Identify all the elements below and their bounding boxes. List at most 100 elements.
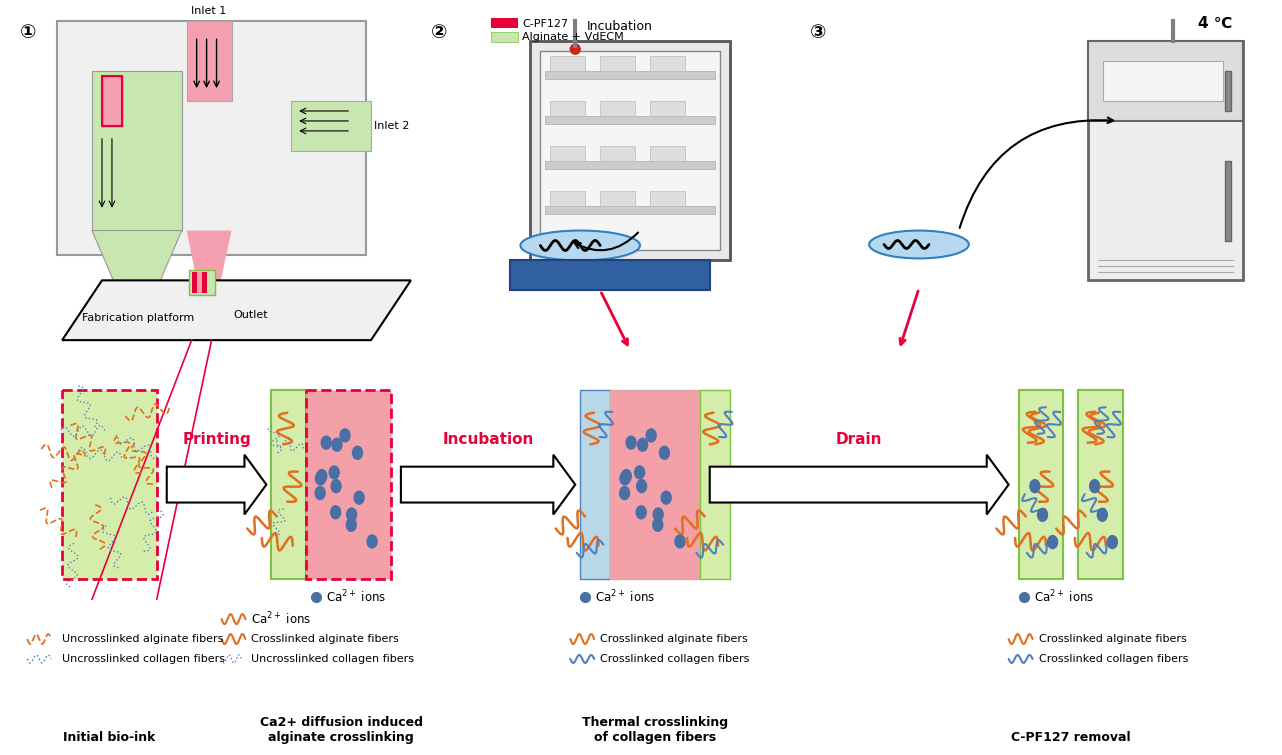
Text: Alginate + VdECM: Alginate + VdECM (523, 32, 624, 42)
Bar (510, 260, 710, 291)
Text: Outlet: Outlet (233, 310, 268, 320)
Ellipse shape (619, 486, 629, 500)
Text: Incubation: Incubation (587, 20, 653, 32)
Text: C-PF127: C-PF127 (523, 20, 568, 29)
Ellipse shape (646, 429, 656, 442)
Circle shape (570, 45, 581, 54)
Bar (188, 270, 214, 295)
Text: Fabrication platform: Fabrication platform (82, 313, 195, 323)
Bar (196, 273, 201, 293)
Ellipse shape (1097, 508, 1108, 521)
Bar (545, 161, 715, 169)
Bar (92, 71, 182, 230)
Ellipse shape (626, 436, 636, 449)
Bar (1019, 390, 1064, 579)
Ellipse shape (322, 436, 331, 449)
Bar (545, 116, 715, 124)
Ellipse shape (331, 479, 341, 492)
Bar (545, 205, 715, 214)
Text: Inlet 2: Inlet 2 (374, 121, 409, 131)
Text: Crosslinked collagen fibers: Crosslinked collagen fibers (1038, 654, 1188, 664)
Ellipse shape (315, 472, 326, 485)
Text: Drain: Drain (836, 432, 882, 447)
Text: Ca$^{2+}$ ions: Ca$^{2+}$ ions (326, 589, 386, 606)
Text: Crosslinked alginate fibers: Crosslinked alginate fibers (600, 634, 747, 644)
Bar (650, 146, 685, 161)
Bar (62, 390, 156, 579)
Text: Crosslinked alginate fibers: Crosslinked alginate fibers (251, 634, 399, 644)
FancyBboxPatch shape (58, 21, 367, 255)
Ellipse shape (636, 506, 646, 519)
Bar (306, 390, 391, 579)
Ellipse shape (869, 230, 969, 258)
Ellipse shape (329, 466, 340, 479)
Bar (291, 101, 370, 151)
Ellipse shape (332, 438, 342, 451)
Bar (550, 56, 585, 71)
Ellipse shape (654, 508, 663, 521)
Ellipse shape (637, 438, 647, 451)
Text: ②: ② (431, 23, 447, 42)
Bar (650, 56, 685, 71)
Bar (650, 191, 685, 205)
Text: Ca$^{2+}$ ions: Ca$^{2+}$ ions (1033, 589, 1094, 606)
Ellipse shape (637, 479, 646, 492)
Bar (1088, 42, 1242, 121)
Text: Incubation: Incubation (442, 432, 533, 447)
Ellipse shape (622, 470, 631, 482)
Bar (1078, 390, 1123, 579)
Text: Printing: Printing (182, 432, 251, 447)
Bar (201, 273, 206, 293)
Text: 4 ℃: 4 ℃ (1197, 17, 1232, 32)
Ellipse shape (353, 446, 363, 459)
Text: Thermal crosslinking
of collagen fibers: Thermal crosslinking of collagen fibers (582, 716, 728, 744)
Bar (1224, 161, 1231, 241)
Text: C-PF127 removal: C-PF127 removal (1011, 731, 1131, 744)
Text: Uncrosslinked collagen fibers: Uncrosslinked collagen fibers (62, 654, 226, 664)
Ellipse shape (662, 492, 672, 504)
Text: Inlet 1: Inlet 1 (191, 6, 227, 17)
Bar (491, 18, 518, 28)
Ellipse shape (354, 492, 364, 504)
Text: Uncrosslinked collagen fibers: Uncrosslinked collagen fibers (251, 654, 414, 664)
Text: Initial bio-ink: Initial bio-ink (63, 731, 155, 744)
Polygon shape (187, 230, 232, 300)
Ellipse shape (317, 470, 327, 482)
Bar (650, 101, 685, 116)
Ellipse shape (346, 519, 356, 532)
Polygon shape (401, 455, 576, 514)
Text: Ca$^{2+}$ ions: Ca$^{2+}$ ions (251, 611, 312, 627)
Bar (550, 101, 585, 116)
Ellipse shape (331, 506, 341, 519)
Circle shape (1169, 40, 1177, 48)
Text: Ca2+ diffusion induced
alginate crosslinking: Ca2+ diffusion induced alginate crosslin… (260, 716, 423, 744)
Ellipse shape (659, 446, 669, 459)
Text: Crosslinked collagen fibers: Crosslinked collagen fibers (600, 654, 750, 664)
Bar (610, 390, 700, 579)
Ellipse shape (1108, 535, 1118, 549)
Polygon shape (62, 280, 410, 341)
Ellipse shape (653, 519, 663, 532)
Ellipse shape (315, 486, 326, 500)
Bar (545, 71, 715, 79)
Text: ③: ③ (809, 23, 826, 42)
Bar (187, 21, 232, 101)
Bar (600, 56, 635, 71)
Bar (1088, 42, 1242, 280)
Text: Uncrosslinked alginate fibers: Uncrosslinked alginate fibers (62, 634, 223, 644)
Ellipse shape (635, 466, 645, 479)
Bar (581, 390, 610, 579)
Bar (491, 32, 518, 42)
Polygon shape (167, 455, 267, 514)
Bar (272, 390, 306, 579)
Bar (600, 146, 635, 161)
Bar (550, 146, 585, 161)
Bar (700, 390, 729, 579)
Bar (103, 76, 122, 126)
Bar (192, 273, 196, 293)
Polygon shape (92, 230, 182, 300)
Ellipse shape (340, 429, 350, 442)
Polygon shape (710, 455, 1009, 514)
Text: ①: ① (21, 23, 37, 42)
Ellipse shape (520, 230, 640, 260)
